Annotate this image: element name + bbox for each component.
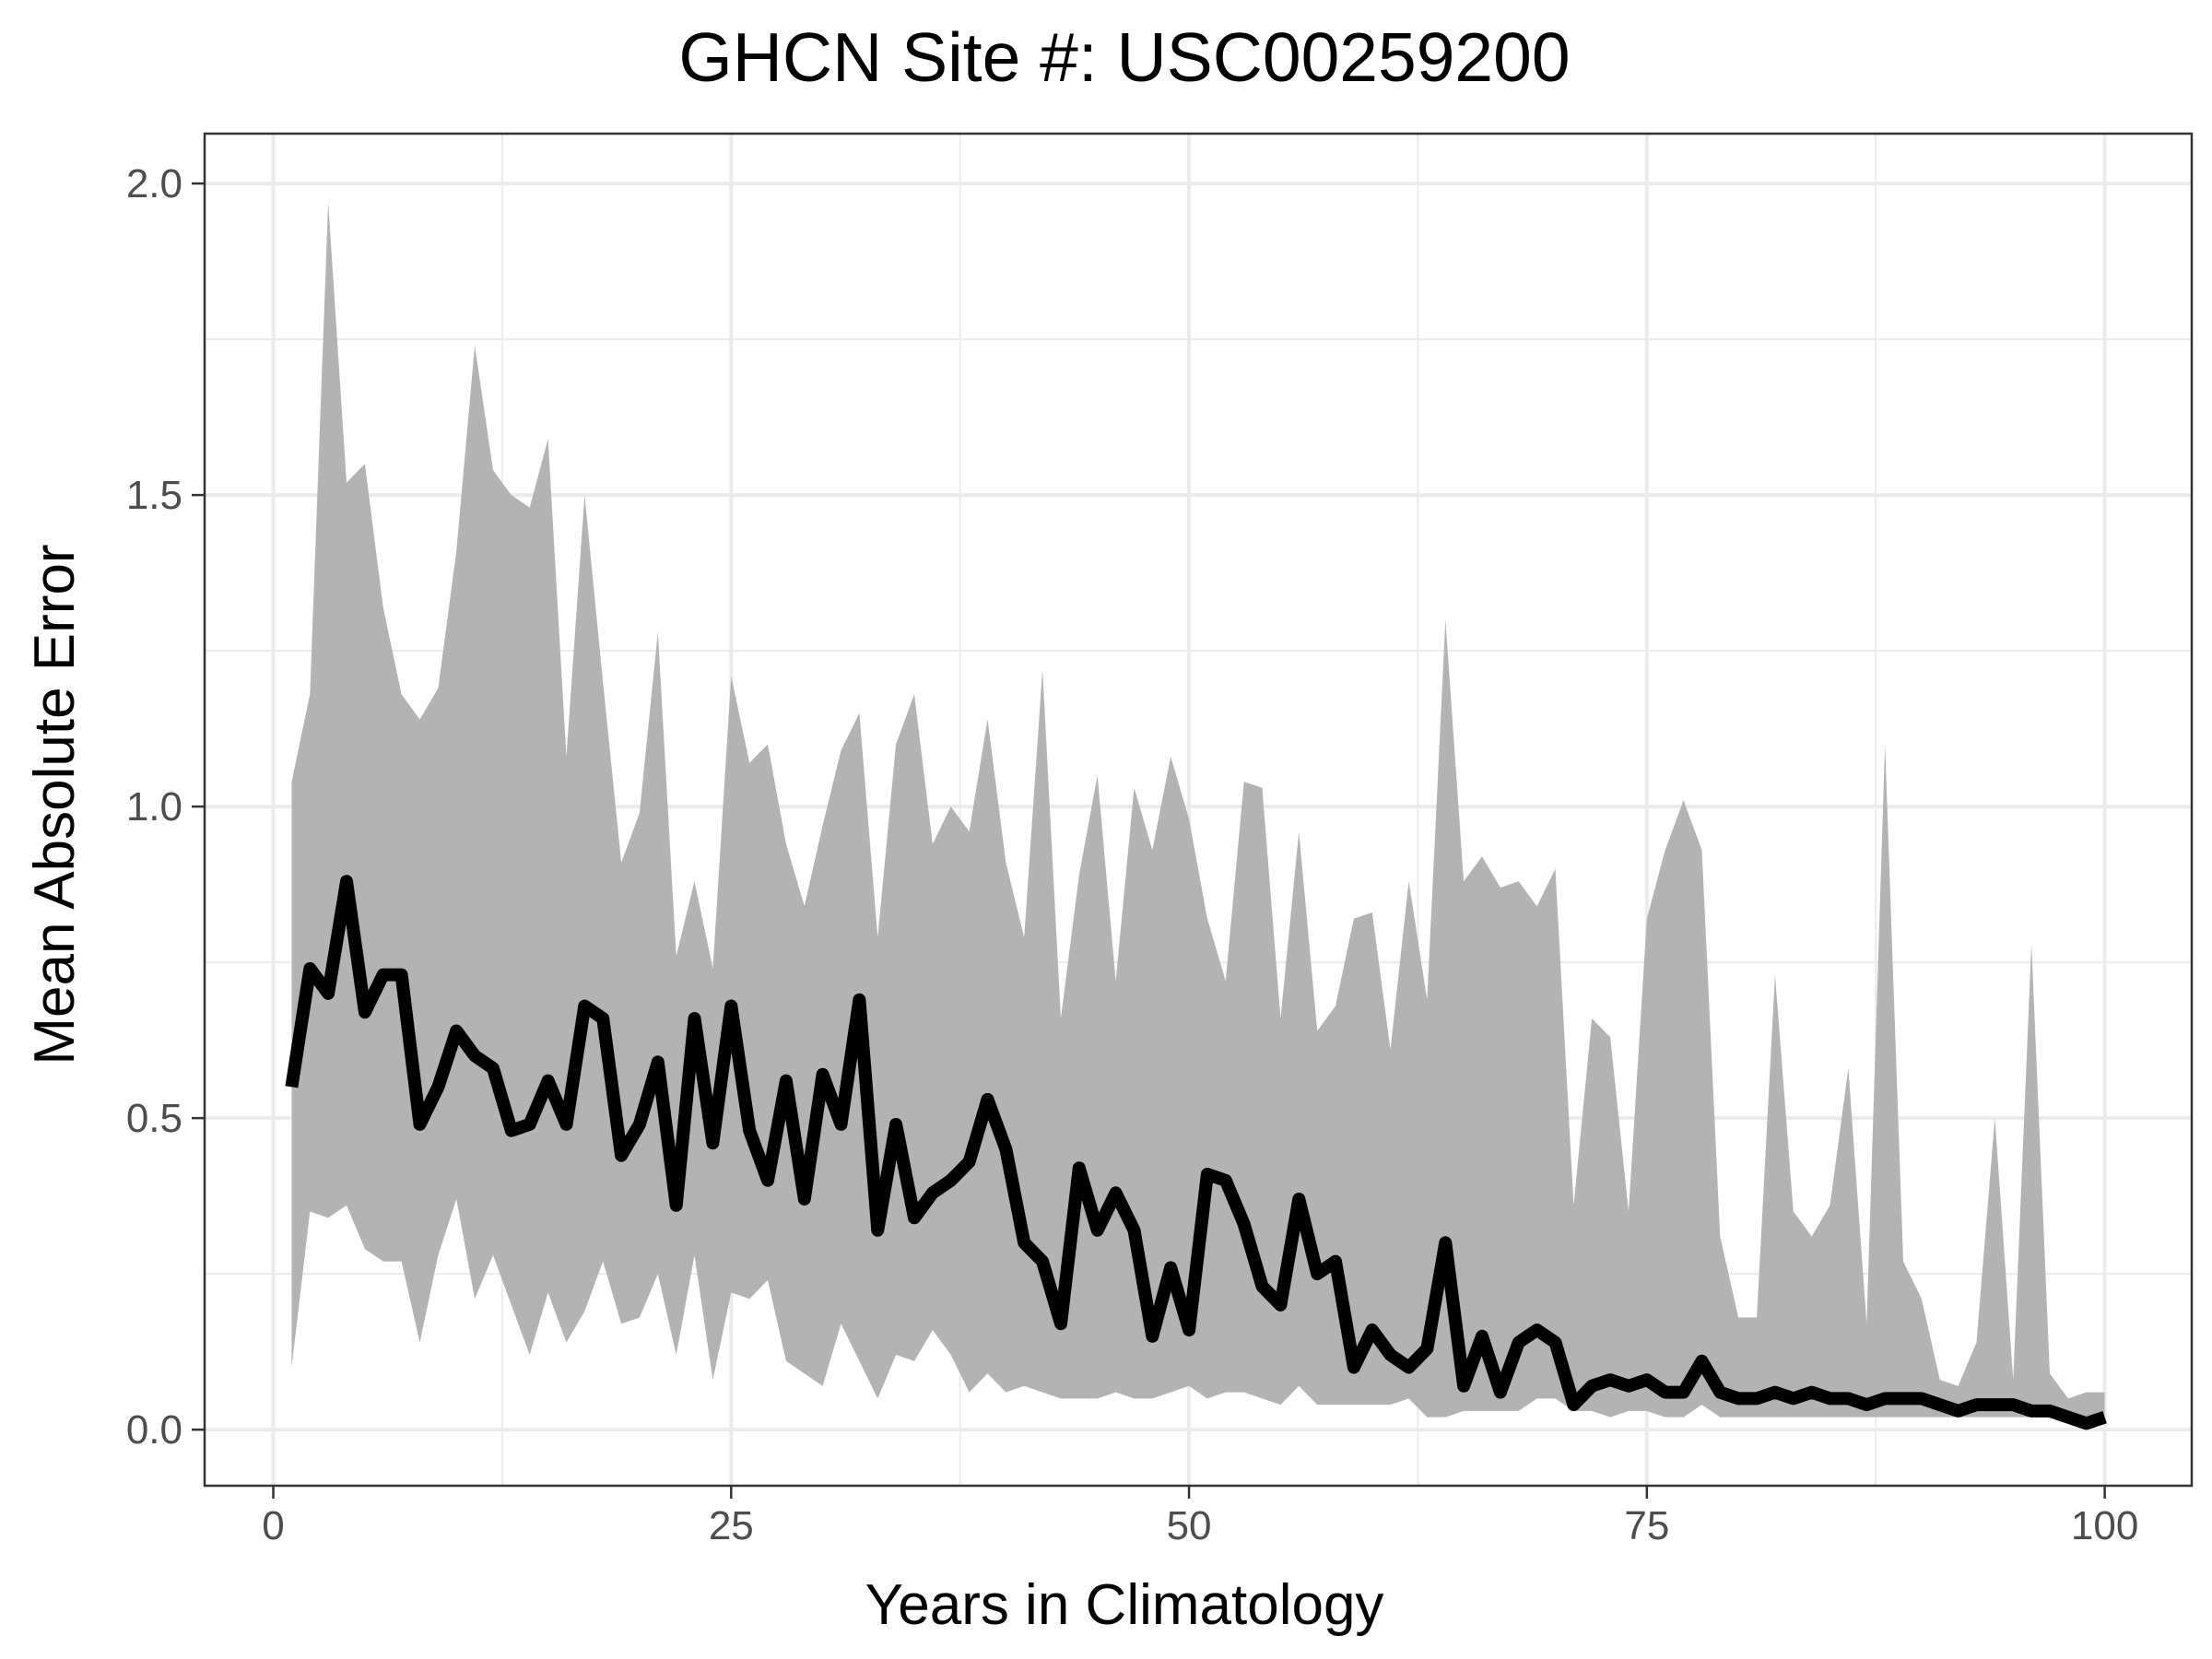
y-tick-label: 1.5 (126, 473, 182, 518)
y-tick-label: 2.0 (126, 161, 182, 206)
x-tick-label: 75 (1624, 1503, 1669, 1548)
y-tick-label: 0.0 (126, 1407, 182, 1453)
x-tick-label: 25 (709, 1503, 754, 1548)
x-tick-label: 0 (262, 1503, 284, 1548)
chart-title: GHCN Site #: USC00259200 (678, 18, 1570, 96)
x-axis-title: Years in Climatology (865, 1573, 1384, 1637)
panel-border (203, 132, 2194, 1488)
x-axis: 0 25 50 75 100 (262, 1486, 2138, 1548)
line-layer (285, 875, 2107, 1430)
y-tick-label: 0.5 (126, 1096, 182, 1141)
y-axis: 0.0 0.5 1.0 1.5 2.0 (126, 161, 205, 1453)
y-tick-label: 1.0 (126, 784, 182, 830)
x-tick-label: 50 (1167, 1503, 1212, 1548)
y-axis-title: Mean Absolute Error (23, 544, 87, 1065)
x-tick-label: 100 (2071, 1503, 2138, 1548)
mean-mae-line (285, 875, 2107, 1430)
